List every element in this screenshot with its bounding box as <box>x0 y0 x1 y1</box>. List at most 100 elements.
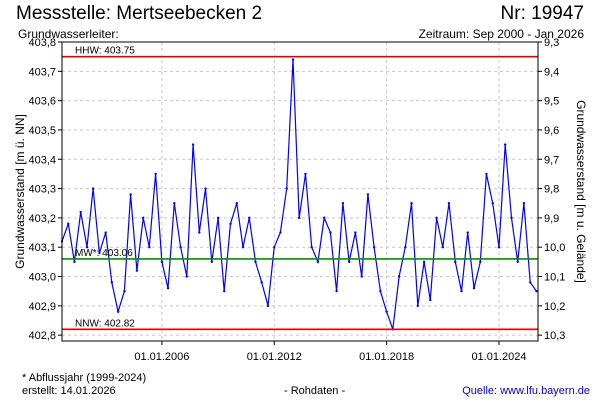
source-link[interactable]: Quelle: www.lfu.bayern.de <box>462 385 590 397</box>
y-right-tick-label: 9,4 <box>544 66 559 78</box>
y-right-tick-label: 9,3 <box>544 37 559 49</box>
data-point <box>260 281 263 284</box>
y-tick-label: 403,1 <box>28 242 56 254</box>
y-right-tick-label: 10,1 <box>544 272 565 284</box>
y-right-tick-label: 10,2 <box>544 301 565 313</box>
x-tick-label: 01.01.2024 <box>471 351 526 363</box>
data-point <box>516 260 519 264</box>
y-right-tick-label: 9,8 <box>544 184 559 196</box>
data-point <box>460 289 463 293</box>
rawdata-label: - Rohdaten - <box>284 385 346 397</box>
x-tick-label: 01.01.2006 <box>134 351 189 363</box>
data-point <box>210 260 214 264</box>
series-line <box>61 59 537 330</box>
data-point <box>223 289 226 293</box>
reference-line-label: HHW: 403.75 <box>75 46 135 57</box>
data-point <box>185 275 188 278</box>
data-point <box>179 245 182 249</box>
data-point <box>160 260 164 264</box>
data-point <box>98 251 101 255</box>
data-point <box>535 289 538 293</box>
footnote: * Abflussjahr (1999-2024) <box>22 372 147 384</box>
data-point <box>360 275 363 278</box>
data-point <box>497 245 501 249</box>
data-point <box>235 202 239 205</box>
data-point <box>485 172 488 176</box>
data-point <box>91 187 95 190</box>
x-tick-label: 01.01.2018 <box>359 351 414 363</box>
data-point <box>279 231 282 234</box>
data-point <box>466 231 469 234</box>
data-point <box>266 304 270 308</box>
data-point <box>241 245 245 249</box>
y-tick-label: 403,0 <box>28 272 56 284</box>
y-right-tick-label: 9,9 <box>544 213 559 225</box>
data-point <box>248 216 251 220</box>
station-number: Nr: 19947 <box>500 3 584 24</box>
data-point <box>216 216 220 220</box>
y-right-tick-label: 9,6 <box>544 125 559 137</box>
data-point <box>154 172 157 176</box>
data-point <box>316 260 320 264</box>
reference-line-label: MW*: 403.06 <box>75 248 133 259</box>
data-point <box>204 187 207 190</box>
y-tick-label: 403,7 <box>28 66 56 78</box>
y-tick-label: 403,5 <box>28 125 56 137</box>
data-point <box>529 281 532 284</box>
reference-line-label: NNW: 402.82 <box>75 318 135 329</box>
y-axis-title-right: Grundwasserstand [m u. Gelände] <box>574 100 588 283</box>
data-point <box>116 310 120 313</box>
y-tick-label: 403,3 <box>28 184 56 196</box>
data-point <box>79 210 82 214</box>
data-point <box>85 245 89 249</box>
y-tick-label: 402,9 <box>28 301 56 313</box>
data-point <box>379 289 382 293</box>
data-point <box>503 143 507 146</box>
data-point <box>397 275 401 278</box>
data-point <box>297 216 301 220</box>
y-tick-label: 402,8 <box>28 330 56 342</box>
data-point <box>291 58 295 61</box>
aquifer-label: Grundwasserleiter: <box>18 27 119 41</box>
x-tick-label: 01.01.2012 <box>247 351 302 363</box>
data-point <box>372 245 376 249</box>
data-point <box>385 310 388 313</box>
y-tick-label: 403,8 <box>28 37 56 49</box>
data-point <box>173 202 176 205</box>
plot-frame <box>61 41 539 342</box>
data-point <box>254 260 257 264</box>
y-tick-label: 403,4 <box>28 154 56 166</box>
page-title: Messstelle: Mertseebecken 2 <box>16 3 263 24</box>
data-point <box>472 287 476 290</box>
data-point <box>322 216 326 220</box>
data-point <box>416 304 420 308</box>
data-point <box>479 260 482 264</box>
data-point <box>135 269 139 272</box>
created-date: erstellt: 14.01.2026 <box>22 385 116 397</box>
data-point <box>447 202 451 205</box>
data-point <box>110 281 114 284</box>
data-point <box>354 231 357 234</box>
data-point <box>329 231 332 234</box>
data-point <box>347 260 351 264</box>
data-point <box>148 245 151 249</box>
data-point <box>104 231 107 234</box>
data-point <box>129 193 132 196</box>
data-point <box>422 260 426 264</box>
y-right-tick-label: 9,5 <box>544 96 559 108</box>
data-point <box>429 298 432 302</box>
data-point <box>310 245 313 249</box>
data-point <box>73 260 76 264</box>
period-label: Zeitraum: Sep 2000 - Jan 2026 <box>418 27 584 41</box>
data-point <box>67 222 70 225</box>
data-point <box>510 216 513 220</box>
data-point <box>335 289 338 293</box>
data-point <box>229 222 232 225</box>
data-point <box>166 287 170 290</box>
data-point <box>410 202 413 205</box>
data-point <box>198 231 201 234</box>
data-point <box>341 202 345 205</box>
data-point <box>522 202 526 205</box>
data-point <box>273 245 276 249</box>
